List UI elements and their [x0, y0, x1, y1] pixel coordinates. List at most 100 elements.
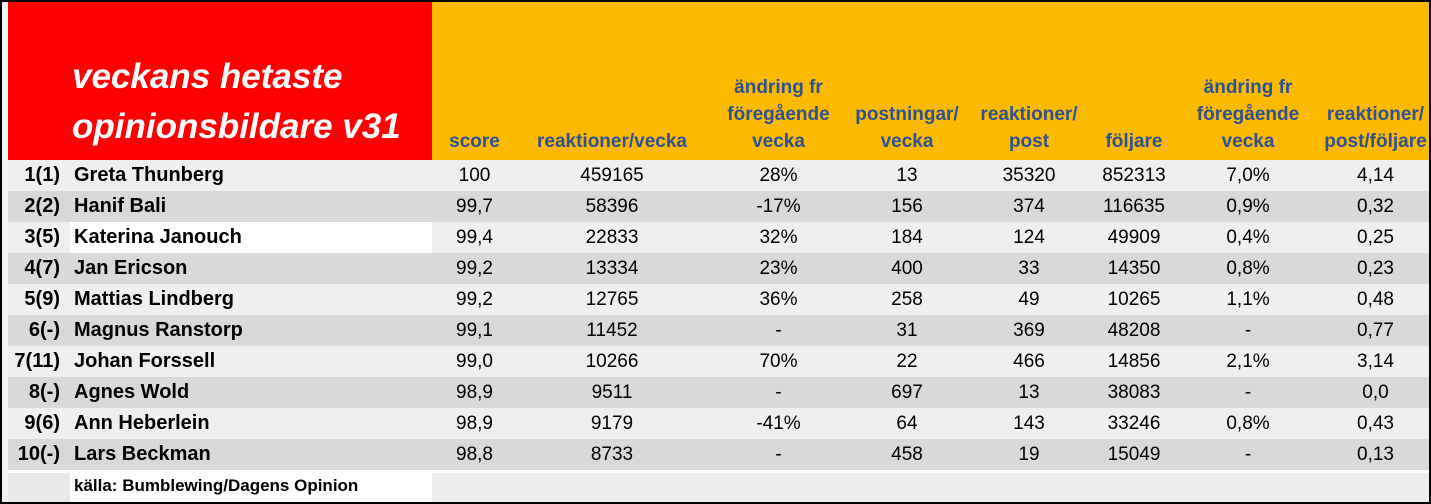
column-header-andring-vecka: ändring fr föregående vecka: [727, 77, 830, 152]
reaktioner-post-foljare-cell: 0,77: [1322, 315, 1429, 346]
name-cell: Katerina Janouch: [70, 222, 432, 253]
left-gutter: [2, 2, 8, 160]
row-gutter: [2, 408, 8, 439]
reaktioner-post-cell: 143: [964, 408, 1094, 439]
rank-cell: 4(7): [8, 253, 70, 284]
reaktioner-post-cell: 33: [964, 253, 1094, 284]
reaktioner-post-foljare-cell: 0,25: [1322, 222, 1429, 253]
name-cell: Lars Beckman: [70, 439, 432, 470]
rank-cell: 8(-): [8, 377, 70, 408]
rank-cell: 9(6): [8, 408, 70, 439]
andring-vecka-cell: -: [707, 439, 850, 470]
title-line-2: opinionsbildare v31: [72, 107, 401, 146]
rank-cell: 3(5): [8, 222, 70, 253]
score-cell: 99,1: [432, 315, 517, 346]
andring-vecka-cell: 32%: [707, 222, 850, 253]
score-cell: 98,9: [432, 377, 517, 408]
foljare-cell: 15049: [1094, 439, 1174, 470]
reaktioner-vecka-cell: 12765: [517, 284, 707, 315]
reaktioner-post-foljare-cell: 0,13: [1322, 439, 1429, 470]
table-row: 4(7) Jan Ericson 99,2 13334 23% 400 33 1…: [2, 253, 1429, 284]
table-row: 6(-) Magnus Ranstorp 99,1 11452 - 31 369…: [2, 315, 1429, 346]
column-header-score: score: [449, 131, 500, 152]
table-row: 5(9) Mattias Lindberg 99,2 12765 36% 258…: [2, 284, 1429, 315]
column-headers: score reaktioner/vecka ändring fr föregå…: [432, 2, 1429, 160]
score-cell: 98,9: [432, 408, 517, 439]
row-gutter: [2, 439, 8, 470]
postningar-vecka-cell: 697: [850, 377, 964, 408]
rank-cell: 2(2): [8, 191, 70, 222]
reaktioner-vecka-cell: 459165: [517, 160, 707, 191]
reaktioner-post-cell: 35320: [964, 160, 1094, 191]
table-row: 10(-) Lars Beckman 98,8 8733 - 458 19 15…: [2, 439, 1429, 470]
table-row: 2(2) Hanif Bali 99,7 58396 -17% 156 374 …: [2, 191, 1429, 222]
reaktioner-post-foljare-cell: 0,48: [1322, 284, 1429, 315]
name-cell: Johan Forssell: [70, 346, 432, 377]
name-cell: Mattias Lindberg: [70, 284, 432, 315]
foljare-cell: 116635: [1094, 191, 1174, 222]
andring-vecka-cell: -41%: [707, 408, 850, 439]
table-row: 1(1) Greta Thunberg 100 459165 28% 13 35…: [2, 160, 1429, 191]
table-footer: källa: Bumblewing/Dagens Opinion: [2, 470, 1429, 502]
reaktioner-post-foljare-cell: 0,0: [1322, 377, 1429, 408]
reaktioner-post-foljare-cell: 0,43: [1322, 408, 1429, 439]
foljare-cell: 14350: [1094, 253, 1174, 284]
foljare-cell: 49909: [1094, 222, 1174, 253]
andring-foljare-cell: 0,9%: [1174, 191, 1322, 222]
row-gutter: [2, 222, 8, 253]
andring-foljare-cell: -: [1174, 439, 1322, 470]
table-title: veckans hetaste opinionsbildare v31: [8, 2, 432, 160]
reaktioner-post-foljare-cell: 0,32: [1322, 191, 1429, 222]
row-gutter: [2, 315, 8, 346]
score-cell: 100: [432, 160, 517, 191]
reaktioner-vecka-cell: 9511: [517, 377, 707, 408]
row-gutter: [2, 253, 8, 284]
row-gutter: [2, 160, 8, 191]
andring-vecka-cell: -: [707, 377, 850, 408]
rank-cell: 1(1): [8, 160, 70, 191]
reaktioner-vecka-cell: 9179: [517, 408, 707, 439]
postningar-vecka-cell: 64: [850, 408, 964, 439]
andring-vecka-cell: -17%: [707, 191, 850, 222]
postningar-vecka-cell: 156: [850, 191, 964, 222]
andring-vecka-cell: 70%: [707, 346, 850, 377]
reaktioner-post-cell: 374: [964, 191, 1094, 222]
table-row: 8(-) Agnes Wold 98,9 9511 - 697 13 38083…: [2, 377, 1429, 408]
column-header-postningar-vecka: postningar/ vecka: [855, 104, 959, 152]
andring-vecka-cell: 36%: [707, 284, 850, 315]
score-cell: 99,2: [432, 284, 517, 315]
score-cell: 99,4: [432, 222, 517, 253]
postningar-vecka-cell: 31: [850, 315, 964, 346]
column-header-foljare: följare: [1105, 131, 1163, 152]
score-cell: 98,8: [432, 439, 517, 470]
reaktioner-vecka-cell: 8733: [517, 439, 707, 470]
reaktioner-vecka-cell: 58396: [517, 191, 707, 222]
andring-vecka-cell: 23%: [707, 253, 850, 284]
table-header: veckans hetaste opinionsbildare v31 scor…: [2, 2, 1429, 160]
foljare-cell: 10265: [1094, 284, 1174, 315]
foljare-cell: 33246: [1094, 408, 1174, 439]
andring-foljare-cell: 2,1%: [1174, 346, 1322, 377]
name-cell: Agnes Wold: [70, 377, 432, 408]
row-gutter: [2, 284, 8, 315]
name-cell: Hanif Bali: [70, 191, 432, 222]
andring-foljare-cell: -: [1174, 315, 1322, 346]
score-cell: 99,7: [432, 191, 517, 222]
andring-foljare-cell: 0,8%: [1174, 408, 1322, 439]
column-header-andring-foljare: ändring fr föregående vecka: [1196, 77, 1300, 152]
name-cell: Greta Thunberg: [70, 160, 432, 191]
reaktioner-post-foljare-cell: 3,14: [1322, 346, 1429, 377]
table-row: 9(6) Ann Heberlein 98,9 9179 -41% 64 143…: [2, 408, 1429, 439]
reaktioner-vecka-cell: 22833: [517, 222, 707, 253]
andring-foljare-cell: -: [1174, 377, 1322, 408]
andring-vecka-cell: 28%: [707, 160, 850, 191]
row-gutter: [2, 346, 8, 377]
table-row: 3(5) Katerina Janouch 99,4 22833 32% 184…: [2, 222, 1429, 253]
foljare-cell: 14856: [1094, 346, 1174, 377]
row-gutter: [2, 377, 8, 408]
postningar-vecka-cell: 13: [850, 160, 964, 191]
reaktioner-vecka-cell: 13334: [517, 253, 707, 284]
row-gutter: [2, 191, 8, 222]
footer-rank-spacer: [8, 470, 70, 502]
